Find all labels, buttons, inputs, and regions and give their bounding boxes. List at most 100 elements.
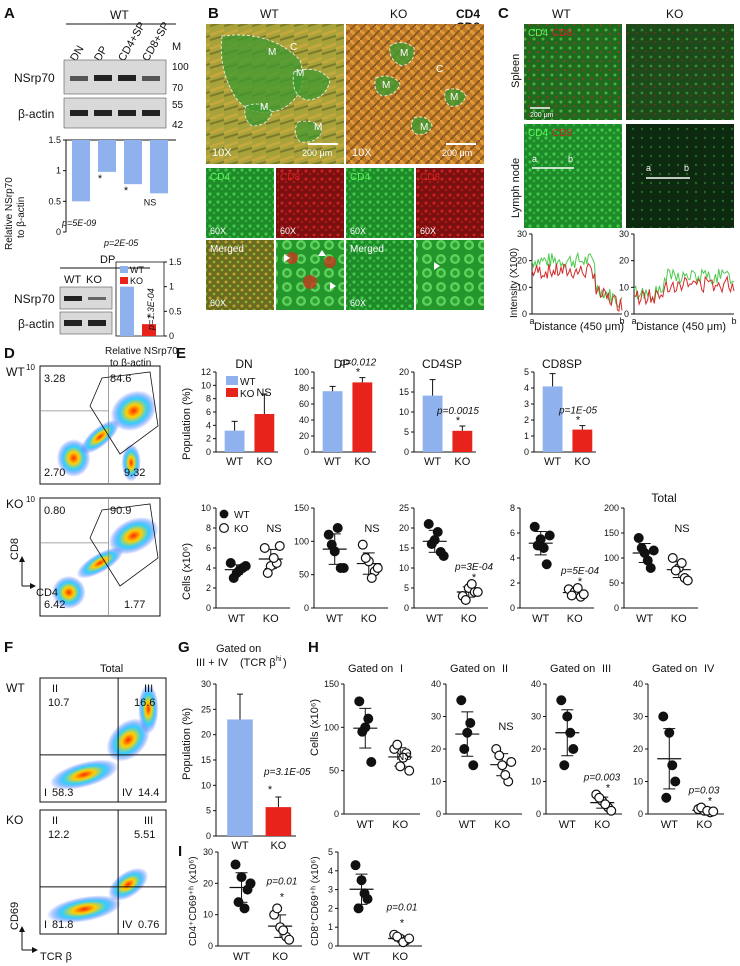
y-tick-label: 10 [431,777,441,787]
data-point-wt [225,557,236,568]
y-tick-label: 10 [399,563,409,573]
gate-title: Gated on [348,663,393,675]
y-tick-label: 0 [56,227,61,237]
bar [72,140,90,202]
dp-blot-actin [59,311,113,335]
y-tick-label: 6 [206,407,211,417]
y-tick-label: 30 [203,847,213,857]
data-point-wt [366,756,377,767]
panel-letter: D [4,345,15,362]
y-tick-label: 150 [294,503,309,513]
quadrant-value: 84.6 [110,373,131,385]
row-label: WT [6,365,25,379]
dp-lane: KO [86,274,102,286]
dp-header: DP [100,254,115,266]
p-value: p=0.03 [688,786,720,797]
p-value: p=0.003 [583,773,621,784]
quadrant-id: I [44,919,47,931]
endpoint-b: b [568,154,573,164]
channel-label: CD8 [552,128,572,139]
significance-star: * [98,173,103,185]
data-point-wt [459,743,470,754]
y-tick-label: 2 [524,415,529,425]
bar [227,719,253,836]
cell-population [80,419,120,454]
x-tick-label: KO [696,819,712,831]
wt-profile-cd4-line [531,251,623,309]
x-axis-label: Distance (450 μm) [534,321,624,333]
data-point-wt [423,518,434,529]
quadrant-value: 6.42 [44,599,65,611]
data-point-ko [494,750,505,761]
x-axis-label: Distance (450 μm) [636,321,726,333]
data-point-wt [556,695,567,706]
y-tick-label: 30 [201,679,211,689]
region-label: M [382,80,390,91]
quadrant-value: 81.8 [52,919,73,931]
quadrant-value: 9.32 [124,467,145,479]
y-tick-label: 20 [619,256,629,266]
data-point-wt [332,522,343,533]
y-tick-label: 0 [510,603,515,613]
blot-label: β-actin [18,107,54,121]
y-tick-label: 100 [604,553,619,563]
y-tick-label: 3 [328,885,333,895]
region-label: M [400,48,408,59]
y-tick-label: 10 [203,910,213,920]
y-tick-label: 0 [522,309,527,319]
quadrant-value: 1.77 [124,599,145,611]
y-tick-label: 0 [206,603,211,613]
data-point-ko [392,931,403,942]
data-point-ko [360,552,371,563]
data-point-ko [578,589,589,600]
y-tick-label: 20 [517,256,527,266]
x-tick-label: KO [270,840,286,852]
y-tick-label: 1 [524,431,529,441]
significance-star: * [268,784,273,796]
data-point-ko [357,539,368,550]
panel-c: C WT KO Spleen Lymph node CD4 CD8 200 μm… [498,5,737,333]
x-tick-label: WT [459,819,476,831]
quadrant-value: 5.51 [134,829,155,841]
p-value: p=1.3E-04 [146,288,156,331]
x-tick-label: WT [226,456,243,468]
legend-swatch [226,376,238,385]
data-point-wt [438,550,449,561]
significance-star: * [147,312,152,324]
quadrant-id: III [144,683,153,695]
y-tick-label: 100 [324,722,339,732]
x-tick-label: KO [494,819,510,831]
y-axis-label: Relative NSrp70 [4,177,15,250]
x-tick-label: WT [357,819,374,831]
dp-lane: WT [64,274,81,286]
data-point-ko [606,805,617,816]
legend-swatch [120,266,128,273]
x-tick-label: KO [263,613,279,625]
data-point-ko [676,557,687,568]
quadrant-value: 90.9 [110,505,131,517]
p-value: p=2E-05 [103,238,139,248]
y-tick-label: 15 [399,543,409,553]
micrograph-wt-merged [206,240,274,310]
x-tick-label: KO [594,819,610,831]
significance-star: * [456,415,461,427]
y-tick-label: 0 [624,309,629,319]
cell-population [110,390,157,432]
significance-star: * [578,576,583,588]
cell-population [76,547,124,579]
y-tick-label: 20 [399,523,409,533]
x-axis-label: to β-actin [110,358,151,369]
data-point-wt [658,711,669,722]
y-tick-label: 30 [517,229,527,239]
data-point-wt [228,572,239,583]
data-point-ko [506,756,517,767]
axis-decade: 10 [26,495,35,504]
data-point-wt [426,538,437,549]
channel-label: CD8 [420,172,440,183]
y-tick-label: 4 [524,383,529,393]
y-tick-label: 40 [431,679,441,689]
data-point-ko [500,769,511,780]
x-tick-label: WT [559,819,576,831]
